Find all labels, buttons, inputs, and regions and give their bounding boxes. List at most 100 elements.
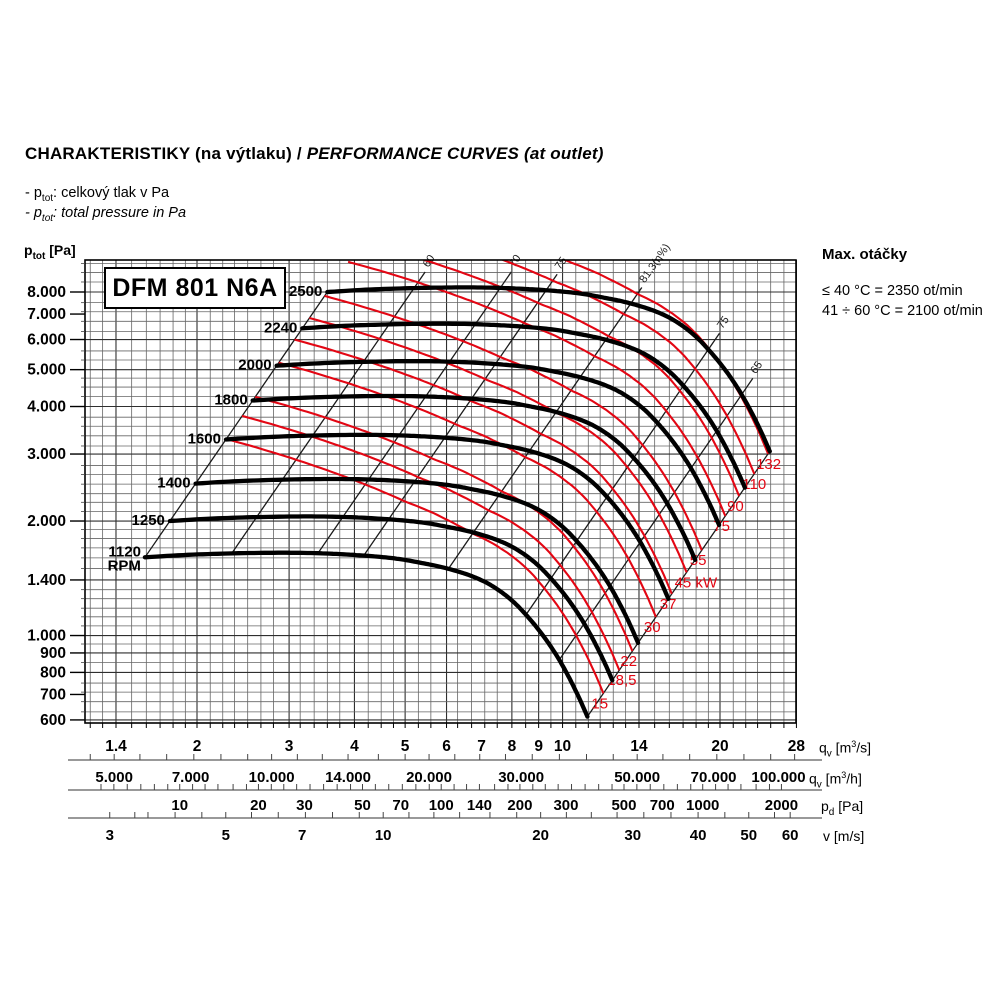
svg-text:20: 20 <box>250 797 267 814</box>
legend-line-cs: - ptot: celkový tlak v Pa <box>25 185 169 204</box>
svg-text:5: 5 <box>222 827 230 844</box>
svg-text:28: 28 <box>788 738 806 755</box>
plot-border <box>84 259 797 724</box>
svg-text:22: 22 <box>620 653 637 670</box>
svg-text:1600: 1600 <box>188 430 221 447</box>
svg-text:1.000: 1.000 <box>27 628 66 645</box>
svg-text:37: 37 <box>660 596 677 613</box>
svg-text:10: 10 <box>171 797 188 814</box>
svg-text:45 kW: 45 kW <box>675 574 718 591</box>
svg-text:900: 900 <box>40 645 66 662</box>
svg-text:1.400: 1.400 <box>27 572 66 589</box>
page-title: CHARAKTERISTIKY (na výtlaku) / PERFORMAN… <box>25 144 604 164</box>
svg-text:7: 7 <box>477 738 486 755</box>
legend-prefix: - p <box>25 185 42 201</box>
legend-sub-en: tot <box>41 212 54 224</box>
power-curves <box>226 260 770 694</box>
x-axis-v: 3 5 7 10 20 30 40 50 60 <box>68 812 822 844</box>
x-axis-qv-m3h: 5.000 7.000 10.000 14.000 20.000 30.000 50.000… <box>68 754 822 786</box>
svg-text:110: 110 <box>742 476 766 493</box>
svg-text:60: 60 <box>782 827 799 844</box>
svg-text:2000: 2000 <box>238 357 271 374</box>
svg-text:100.000: 100.000 <box>751 769 805 786</box>
y-axis: 8.000 7.000 6.000 5.000 4.000 3.000 2.000 1.400… <box>27 263 85 729</box>
svg-text:2.000: 2.000 <box>27 513 66 530</box>
fan-model-box: DFM 801 N6A <box>104 267 286 309</box>
svg-text:9: 9 <box>534 738 543 755</box>
svg-text:65: 65 <box>748 359 765 376</box>
svg-text:8.000: 8.000 <box>27 284 66 301</box>
svg-text:30: 30 <box>624 827 641 844</box>
svg-text:4: 4 <box>350 738 359 755</box>
x-axis-unit-qv-m3h: qv [m3/h] <box>809 770 862 791</box>
svg-text:132: 132 <box>756 456 781 473</box>
x-axis-pd: 10 20 30 50 70 100 140 200 300 500 700 1000 2000 <box>68 784 822 814</box>
svg-text:50: 50 <box>354 797 371 814</box>
svg-text:75: 75 <box>715 314 732 331</box>
svg-text:4.000: 4.000 <box>27 399 66 416</box>
svg-text:8: 8 <box>508 738 517 755</box>
svg-text:3: 3 <box>106 827 114 844</box>
svg-text:50: 50 <box>740 827 757 844</box>
svg-text:20: 20 <box>532 827 549 844</box>
svg-text:70.000: 70.000 <box>691 769 737 786</box>
max-speed-line2: 41 ÷ 60 °C = 2100 ot/min <box>822 303 983 319</box>
grid <box>85 260 797 723</box>
svg-text:30.000: 30.000 <box>498 769 544 786</box>
svg-text:30: 30 <box>296 797 313 814</box>
svg-text:1250: 1250 <box>132 512 165 529</box>
svg-text:6: 6 <box>442 738 451 755</box>
svg-text:6.000: 6.000 <box>27 332 66 349</box>
legend-prefix-en: - p <box>25 205 42 221</box>
svg-text:3: 3 <box>285 738 294 755</box>
svg-text:100: 100 <box>429 797 454 814</box>
svg-text:50.000: 50.000 <box>614 769 660 786</box>
svg-text:10.000: 10.000 <box>249 769 295 786</box>
x-axis-qv-m3s: 1.4 2 3 4 5 6 7 8 9 10 14 20 28 <box>89 723 806 755</box>
svg-text:30: 30 <box>644 619 661 636</box>
svg-text:90: 90 <box>727 498 744 515</box>
svg-text:700: 700 <box>40 686 66 703</box>
svg-text:40: 40 <box>690 827 707 844</box>
svg-text:RPM: RPM <box>108 557 141 574</box>
svg-text:600: 600 <box>40 712 66 729</box>
svg-text:800: 800 <box>40 664 66 681</box>
fan-model-label: DFM 801 N6A <box>112 273 278 302</box>
svg-text:10: 10 <box>554 738 571 755</box>
legend-text: : celkový tlak v Pa <box>53 185 170 201</box>
svg-text:20.000: 20.000 <box>406 769 452 786</box>
rpm-curves <box>142 285 772 719</box>
svg-text:140: 140 <box>467 797 492 814</box>
x-axis-unit-pd: pd [Pa] <box>821 798 864 818</box>
svg-text:7: 7 <box>298 827 306 844</box>
svg-text:1000: 1000 <box>686 797 719 814</box>
svg-text:2000: 2000 <box>765 797 798 814</box>
svg-text:10: 10 <box>375 827 392 844</box>
svg-text:7.000: 7.000 <box>27 306 66 323</box>
svg-text:18,5: 18,5 <box>607 672 636 689</box>
svg-text:70: 70 <box>392 797 409 814</box>
page-title-en: PERFORMANCE CURVES (at outlet) <box>306 144 604 163</box>
svg-text:2240: 2240 <box>264 319 297 336</box>
svg-text:1400: 1400 <box>157 475 190 492</box>
x-axis-unit-qv-m3s: qv [m3/s] <box>819 739 872 760</box>
svg-text:75: 75 <box>553 255 570 272</box>
svg-text:500: 500 <box>611 797 636 814</box>
svg-text:7.000: 7.000 <box>172 769 210 786</box>
svg-text:1120: 1120 <box>108 543 141 560</box>
svg-text:2: 2 <box>193 738 202 755</box>
page-title-cs: CHARAKTERISTIKY (na výtlaku) / <box>25 144 307 163</box>
svg-text:5: 5 <box>401 738 410 755</box>
svg-text:700: 700 <box>650 797 675 814</box>
svg-text:5.000: 5.000 <box>95 769 133 786</box>
svg-text:20: 20 <box>711 738 728 755</box>
svg-text:15: 15 <box>591 695 608 712</box>
y-axis-title: ptot [Pa] <box>24 242 76 262</box>
svg-text:14: 14 <box>630 738 648 755</box>
legend-text-en: : total pressure in Pa <box>53 205 187 221</box>
svg-text:14.000: 14.000 <box>325 769 371 786</box>
svg-text:5.000: 5.000 <box>27 362 66 379</box>
